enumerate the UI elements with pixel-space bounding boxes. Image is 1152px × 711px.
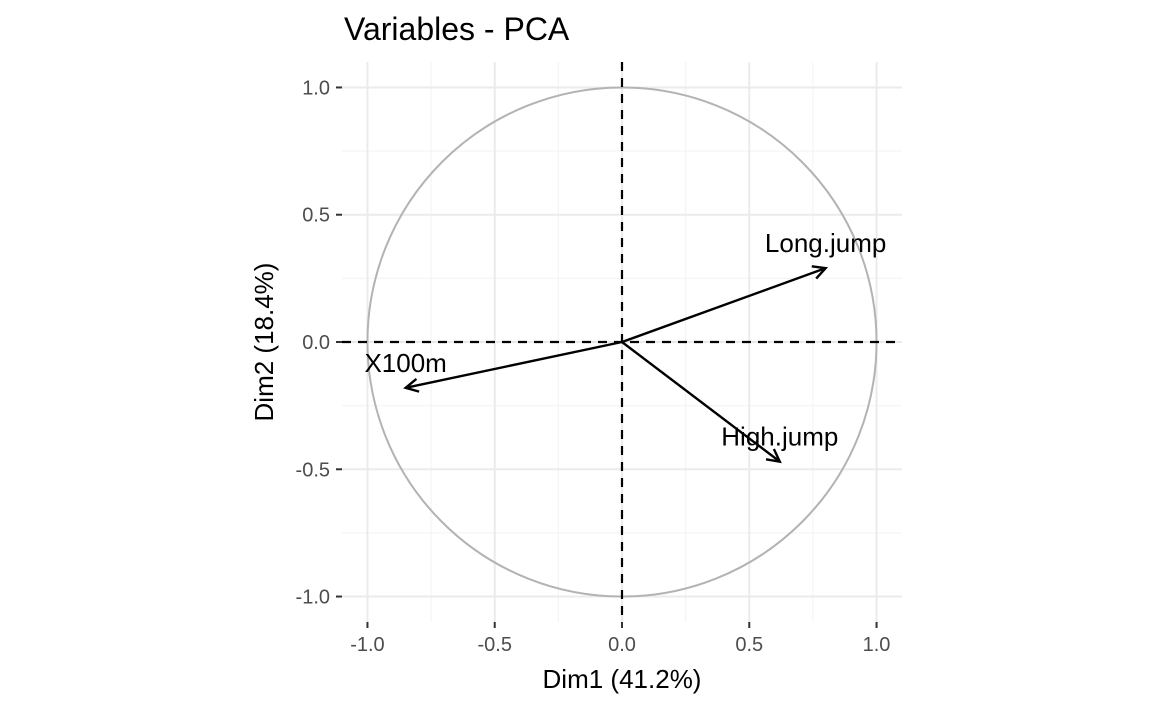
y-tick-label: -0.5 <box>296 459 330 481</box>
x-tick-label: 0.5 <box>735 634 763 656</box>
y-axis-title: Dim2 (18.4%) <box>249 263 279 422</box>
variable-arrow-high-jump: High.jump <box>621 341 838 464</box>
arrow-head <box>765 448 782 464</box>
y-tick-label: 1.0 <box>302 77 330 99</box>
y-tick-label: 0.0 <box>302 332 330 354</box>
arrow-head <box>403 377 420 393</box>
chart-title: Variables - PCA <box>344 11 570 47</box>
y-tick-label: 0.5 <box>302 205 330 227</box>
y-tick-label: -1.0 <box>296 587 330 609</box>
y-axis: -1.0 -0.5 0.0 0.5 1.0 <box>296 77 342 609</box>
arrow-shaft <box>621 267 827 344</box>
variable-arrow-long-jump: Long.jump <box>621 228 886 344</box>
variable-arrow-x100m: X100m <box>364 340 623 393</box>
x-tick-label: -1.0 <box>350 634 384 656</box>
plot-panel: X100m Long.jump High.jump <box>342 62 902 622</box>
x-tick-label: -0.5 <box>477 634 511 656</box>
x-tick-label: 0.0 <box>608 634 636 656</box>
variable-label: Long.jump <box>765 228 886 258</box>
arrow-head <box>811 265 829 280</box>
variable-label: X100m <box>364 348 446 378</box>
x-tick-label: 1.0 <box>863 634 891 656</box>
x-axis: -1.0 -0.5 0.0 0.5 1.0 <box>350 622 890 656</box>
arrow-shaft <box>405 340 623 389</box>
x-axis-title: Dim1 (41.2%) <box>543 664 702 694</box>
variable-label: High.jump <box>721 422 838 452</box>
arrow-shaft <box>621 341 781 463</box>
